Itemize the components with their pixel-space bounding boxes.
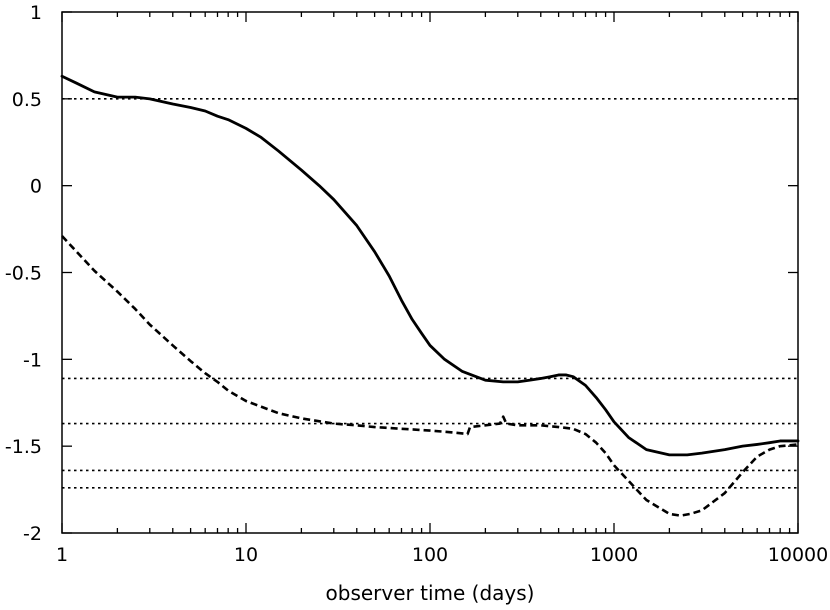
x-axis-title: observer time (days) <box>326 581 535 605</box>
series-group <box>60 74 800 517</box>
y-tick-label-1: 0.5 <box>12 89 42 111</box>
y-tick-label-0: 1 <box>30 2 42 24</box>
y-tick-label-5: -1.5 <box>5 436 42 458</box>
y-tick-label-3: -0.5 <box>5 263 42 285</box>
reference-lines <box>62 98 798 489</box>
x-tick-label-0: 1 <box>56 544 68 566</box>
axis-ticks <box>61 11 799 534</box>
y-tick-label-2: 0 <box>30 176 42 198</box>
y-tick-label-4: -1 <box>23 349 42 371</box>
x-tick-label-2: 100 <box>412 544 448 566</box>
x-tick-label-3: 1000 <box>590 544 638 566</box>
x-tick-label-4: 10000 <box>768 544 828 566</box>
x-tick-label-1: 10 <box>234 544 258 566</box>
y-tick-label-6: -2 <box>23 523 42 545</box>
series-line-0-solid <box>60 74 800 457</box>
series-line-1-dashed <box>61 235 799 517</box>
tick-labels: 1 10 100 1000 10000 1 0.5 0 -0.5 -1 -1.5 -2 <box>5 2 828 566</box>
